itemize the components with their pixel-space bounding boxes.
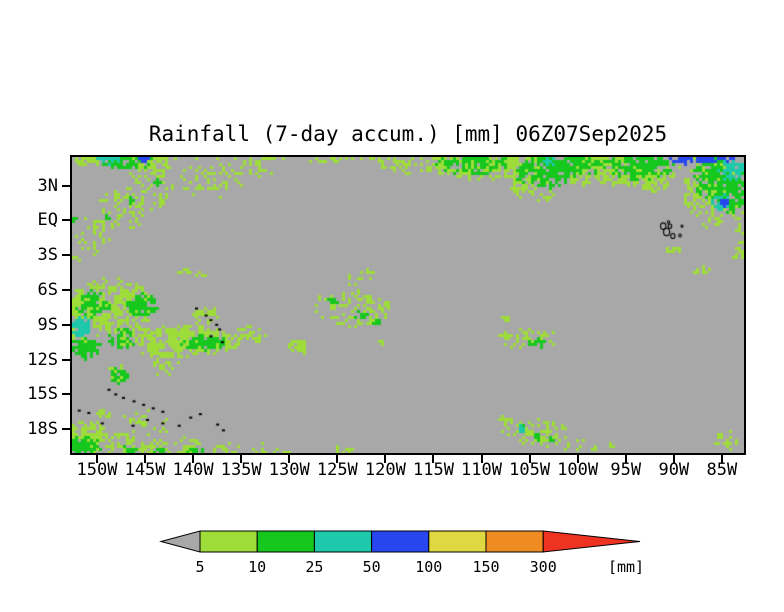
x-tick-label: 90W (658, 460, 690, 480)
y-axis-tick (62, 219, 70, 222)
colorbar-tick-label: 5 (195, 558, 204, 576)
y-tick-label: 9S (37, 314, 58, 335)
x-tick-label: 125W (316, 460, 358, 480)
x-axis-tick (720, 455, 723, 463)
x-axis-tick (672, 455, 675, 463)
y-tick-label: 18S (27, 419, 58, 440)
colorbar-segment (485, 530, 544, 553)
y-axis-tick (62, 288, 70, 291)
x-axis-tick (576, 455, 579, 463)
colorbar-tick-label: 150 (472, 558, 499, 576)
y-tick-label: 3N (37, 175, 58, 196)
y-tick-label: 6S (37, 279, 58, 300)
x-tick-label: 105W (509, 460, 551, 480)
colorbar-right-arrow (542, 530, 641, 553)
colorbar-segment (313, 530, 373, 553)
x-tick-label: 130W (268, 460, 310, 480)
x-tick-label: 95W (610, 460, 642, 480)
chart-title: Rainfall (7-day accum.) [mm] 06Z07Sep202… (148, 122, 668, 146)
colorbar-segment (428, 530, 487, 553)
colorbar-segment (371, 530, 430, 553)
x-axis-tick (624, 455, 627, 463)
colorbar-tick-label: 100 (415, 558, 442, 576)
y-tick-label: 12S (27, 349, 58, 370)
colorbar-tick-label: 10 (248, 558, 266, 576)
x-tick-label: 140W (172, 460, 214, 480)
x-tick-label: 85W (706, 460, 738, 480)
x-axis-tick (384, 455, 387, 463)
colorbar-tick-label: 300 (530, 558, 557, 576)
x-axis-tick (336, 455, 339, 463)
x-axis-tick (95, 455, 98, 463)
y-tick-label: 3S (37, 245, 58, 266)
y-axis-tick (62, 428, 70, 431)
x-axis-tick (480, 455, 483, 463)
x-tick-label: 100W (557, 460, 599, 480)
x-axis-tick (240, 455, 243, 463)
colorbar-segment (199, 530, 258, 553)
map-plot-area (70, 155, 746, 455)
y-tick-label: 15S (27, 384, 58, 405)
x-tick-label: 150W (76, 460, 118, 480)
colorbar-tick-label: 50 (363, 558, 381, 576)
x-axis-tick (432, 455, 435, 463)
x-tick-label: 115W (412, 460, 454, 480)
y-axis-tick (62, 393, 70, 396)
rainfall-field-canvas (72, 157, 744, 453)
y-axis-tick (62, 254, 70, 257)
x-tick-label: 135W (220, 460, 262, 480)
colorbar-unit-label: [mm] (608, 558, 644, 576)
x-axis-tick (192, 455, 195, 463)
x-tick-label: 120W (364, 460, 406, 480)
x-axis-tick (528, 455, 531, 463)
colorbar-left-arrow (159, 530, 201, 553)
x-tick-label: 145W (124, 460, 166, 480)
y-tick-label: EQ (37, 210, 58, 231)
y-axis-tick (62, 358, 70, 361)
x-axis-tick (288, 455, 291, 463)
colorbar-tick-label: 25 (305, 558, 323, 576)
x-tick-label: 110W (461, 460, 502, 480)
y-axis-tick (62, 184, 70, 187)
y-axis-tick (62, 323, 70, 326)
x-axis-tick (144, 455, 147, 463)
colorbar-segment (256, 530, 315, 553)
colorbar-legend: 5 10 25 50 100 150 300 [mm] (159, 530, 644, 576)
